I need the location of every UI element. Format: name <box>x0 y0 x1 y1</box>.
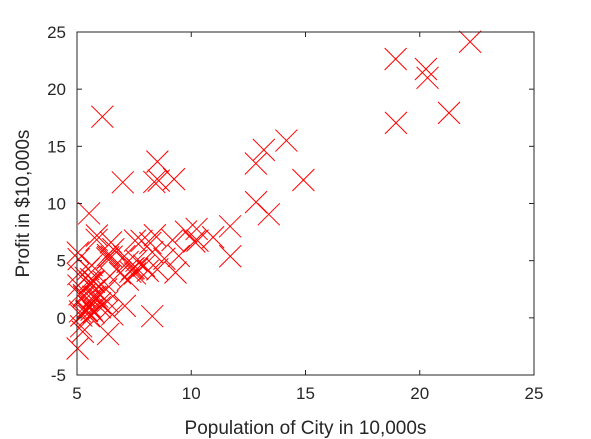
data-point-marker <box>146 257 169 281</box>
data-point-marker <box>458 30 482 54</box>
data-point-marker <box>123 262 147 285</box>
data-points <box>66 30 482 360</box>
data-point-marker <box>167 244 191 268</box>
x-tick-label: 10 <box>182 384 201 403</box>
data-point-marker <box>83 278 107 302</box>
data-point-marker <box>118 260 142 284</box>
data-point-marker <box>140 240 164 264</box>
data-point-marker <box>125 257 149 281</box>
data-point-marker <box>142 170 166 194</box>
data-point-marker <box>85 228 108 252</box>
y-tick-label: 5 <box>57 252 66 271</box>
x-tick-label: 25 <box>525 384 544 403</box>
data-point-marker <box>100 245 123 269</box>
data-point-marker <box>437 101 461 125</box>
data-point-marker <box>96 322 120 346</box>
data-point-marker <box>68 282 91 306</box>
x-tick-label: 15 <box>296 384 315 403</box>
data-point-marker <box>201 225 225 249</box>
y-tick-label: 15 <box>47 137 66 156</box>
data-point-marker <box>96 290 119 313</box>
data-point-marker <box>384 111 408 135</box>
data-point-marker <box>218 214 242 238</box>
data-point-marker <box>186 229 209 252</box>
data-point-marker <box>66 337 89 360</box>
data-point-marker <box>275 129 298 152</box>
data-point-marker <box>69 304 93 327</box>
data-point-marker <box>85 224 109 247</box>
data-point-marker <box>136 259 160 283</box>
data-point-marker <box>183 230 206 253</box>
data-point-marker <box>88 295 112 319</box>
data-point-marker <box>91 105 114 129</box>
y-tick-label: 20 <box>47 80 66 99</box>
data-point-marker <box>116 268 140 291</box>
data-point-marker <box>174 220 198 243</box>
x-tick-label: 5 <box>72 384 81 403</box>
y-tick-label: 0 <box>57 309 66 328</box>
data-point-marker <box>67 247 90 271</box>
axis-ticks: 5 10 15 20 25 -5 0 5 10 15 20 25 <box>47 23 543 403</box>
data-point-marker <box>218 244 242 268</box>
data-point-marker <box>69 314 93 338</box>
data-point-marker <box>162 167 186 191</box>
x-tick-label: 20 <box>410 384 429 403</box>
y-tick-label: 25 <box>47 23 66 42</box>
data-point-marker <box>94 278 118 301</box>
data-point-marker <box>66 241 90 265</box>
data-point-marker <box>111 170 135 194</box>
data-point-marker <box>153 247 176 271</box>
data-point-marker <box>140 304 164 328</box>
data-point-marker <box>96 298 120 322</box>
data-point-marker <box>414 57 438 81</box>
data-point-marker <box>416 66 439 90</box>
data-point-marker <box>77 202 101 225</box>
data-point-marker <box>384 47 407 71</box>
data-point-marker <box>77 304 101 328</box>
x-axis-label: Population of City in 10,000s <box>185 418 427 439</box>
data-point-marker <box>123 229 147 253</box>
data-point-marker <box>147 169 171 192</box>
y-tick-label: 10 <box>47 195 66 214</box>
data-point-marker <box>113 294 137 318</box>
data-point-marker <box>96 243 120 267</box>
data-point-marker <box>252 138 276 162</box>
data-point-marker <box>292 168 315 192</box>
data-point-marker <box>146 150 169 173</box>
y-tick-label: -5 <box>51 366 66 385</box>
data-point-marker <box>80 253 103 277</box>
data-point-marker <box>81 285 105 309</box>
y-axis-label: Profit in $10,000s <box>13 130 34 278</box>
data-point-marker <box>161 228 184 252</box>
data-point-marker <box>139 231 162 255</box>
data-point-marker <box>244 152 268 175</box>
data-point-marker <box>257 202 281 226</box>
data-point-marker <box>116 250 140 274</box>
